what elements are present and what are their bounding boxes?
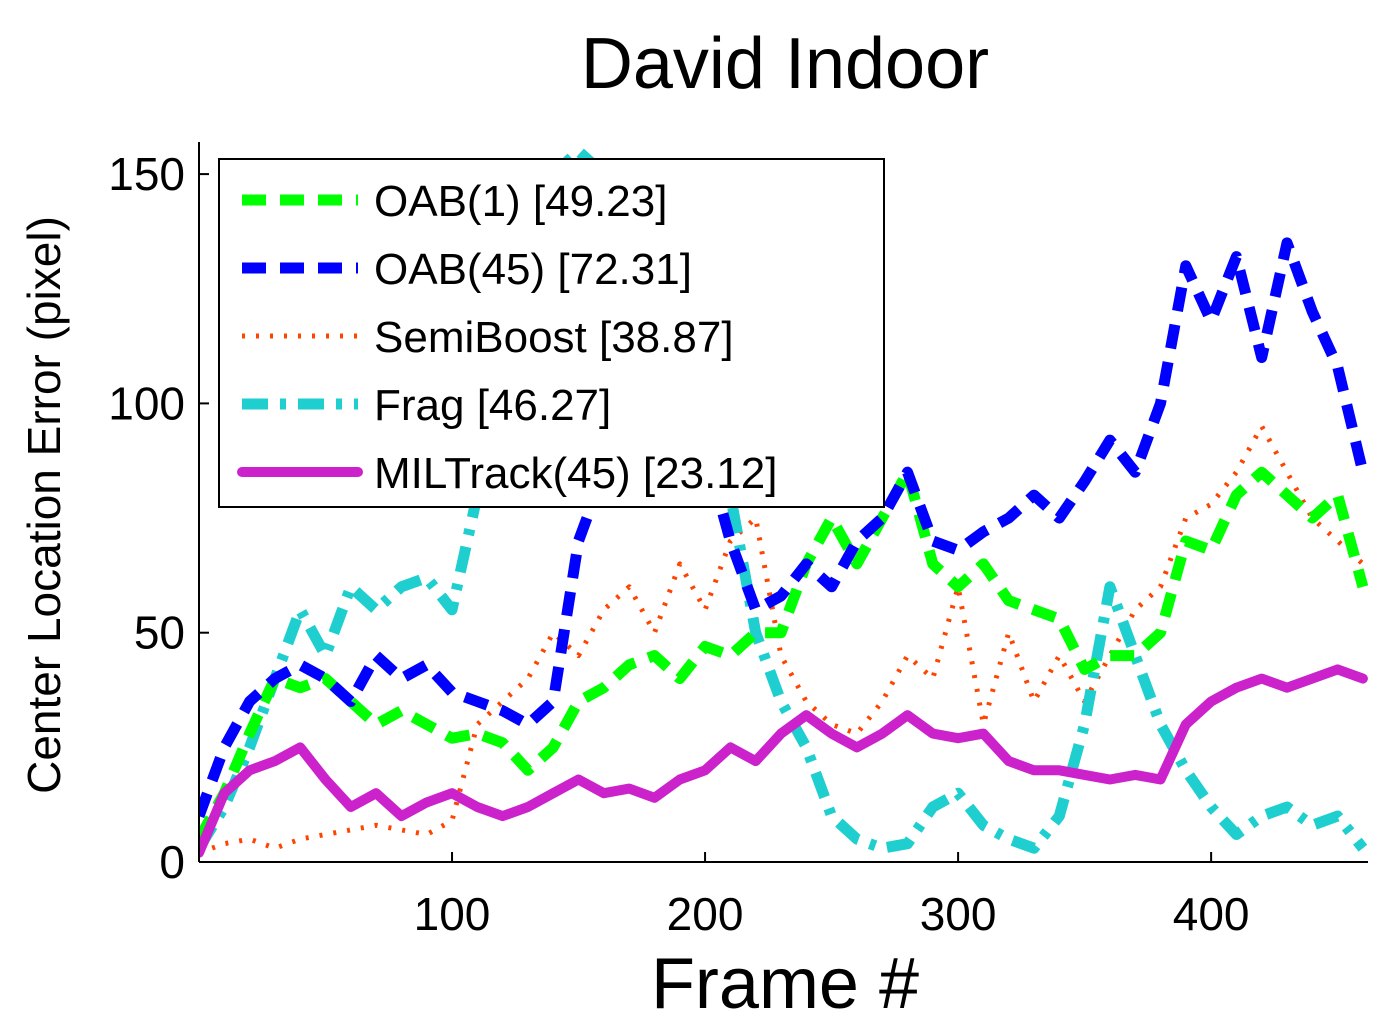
- legend-label-1: OAB(45) [72.31]: [374, 245, 692, 294]
- y-tick-label: 50: [134, 607, 185, 659]
- legend: OAB(1) [49.23] OAB(45) [72.31] SemiBoost […: [218, 158, 885, 508]
- legend-label-3: Frag [46.27]: [374, 381, 611, 430]
- series-line-4: [199, 664, 1368, 858]
- series-line-3: [199, 145, 1368, 854]
- series-group: [199, 145, 1368, 858]
- x-tick-label: 300: [920, 888, 997, 940]
- legend-box: [218, 158, 885, 508]
- y-axis-label: Center Location Error (pixel): [18, 216, 70, 794]
- y-tick-label: 0: [159, 836, 185, 888]
- legend-label-2: SemiBoost [38.87]: [374, 313, 734, 362]
- series-line-1: [199, 237, 1368, 819]
- series-line-0: [199, 466, 1368, 842]
- legend-label-0: OAB(1) [49.23]: [374, 177, 667, 226]
- x-tick-label: 400: [1173, 888, 1250, 940]
- y-tick-label: 100: [108, 377, 185, 429]
- chart-title: David Indoor: [581, 24, 989, 104]
- legend-label-4: MILTrack(45) [23.12]: [374, 449, 777, 498]
- x-tick-label: 200: [667, 888, 744, 940]
- y-ticks: 0 50 100 150: [108, 148, 209, 888]
- x-tick-label: 100: [414, 888, 491, 940]
- axes: [198, 142, 1368, 863]
- y-tick-label: 150: [108, 148, 185, 200]
- x-ticks: 100 200 300 400: [414, 852, 1250, 940]
- x-axis-label: Frame #: [651, 944, 919, 1024]
